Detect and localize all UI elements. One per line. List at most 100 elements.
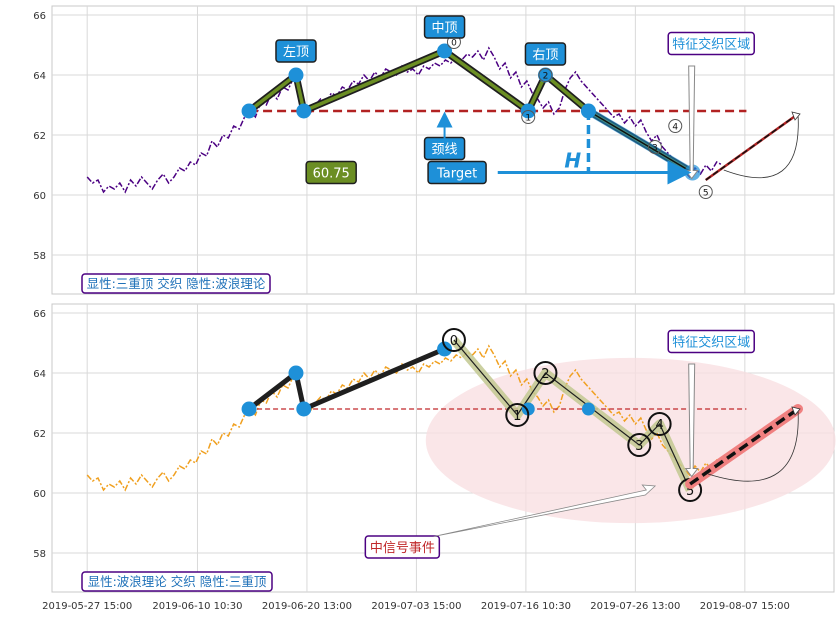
x-tick-label: 2019-05-27 15:00 (42, 601, 132, 612)
top-pattern-marker (296, 103, 312, 119)
bottom-pattern-marker (288, 365, 304, 381)
top-projection-curve (723, 113, 799, 179)
bottom-pattern-marker (581, 402, 595, 416)
x-tick-label: 2019-06-10 10:30 (152, 601, 242, 612)
bottom-projection-line (689, 407, 799, 486)
top-wave-label: 4 (672, 123, 678, 133)
top-projection-line (705, 113, 799, 181)
top-annotation-right_top-text: 右顶 (532, 48, 558, 63)
top-wave-circle (698, 185, 713, 199)
top-wave-point-1: 1 (521, 110, 536, 124)
top-annotation-left_top-box (275, 39, 317, 63)
bottom-y-tick-label: 64 (33, 369, 46, 380)
top-pattern-marker (241, 103, 257, 119)
top-annotation-target_value-text: 60.75 (313, 167, 350, 182)
top-annotation-target_value: 60.75 (305, 160, 357, 185)
top-wave-label: 0 (451, 39, 457, 49)
top-annotation-target_label-box (427, 160, 487, 185)
bottom-caption-box (81, 571, 273, 592)
top-annotation-middle_top: 中顶 (423, 15, 466, 39)
top-y-tick-label: 60 (33, 191, 46, 202)
top-wave-label: 1 (525, 114, 531, 124)
top-wave-circle (538, 68, 553, 82)
x-tick-label: 2019-08-07 15:00 (700, 601, 790, 612)
bottom-wave-label: 2 (541, 367, 549, 382)
bottom-wave-circle (647, 412, 672, 436)
top-annotation-target_value-box (305, 160, 357, 185)
top-annotation-neckline_label-text: 颈线 (432, 143, 458, 158)
bottom-y-tick-label: 62 (33, 429, 46, 440)
bottom-wave-circle (505, 403, 530, 427)
top-annotation-right_top-box (524, 42, 567, 66)
bottom-wave-point-0: 0 (441, 328, 466, 352)
bottom-wave-circle (441, 328, 466, 352)
bottom-pattern-marker (437, 341, 453, 357)
bottom-pattern-outline (247, 346, 446, 412)
bottom-annotation-zone_label-box (667, 329, 755, 354)
bottom-wave-circle (533, 361, 558, 385)
top-pattern-marker (437, 43, 453, 59)
top-caption: 显性:三重顶 交织 隐性:波浪理论 (81, 273, 271, 294)
top-annotation-zone_label: 特征交织区域 (667, 31, 755, 56)
top-wave-label: 3 (652, 144, 658, 154)
bottom-pattern-marker (521, 402, 535, 416)
bottom-annotation-signal_label: 中信号事件 (364, 535, 441, 559)
bottom-pattern-marker (296, 401, 312, 417)
top-annotation-middle_top-text: 中顶 (432, 21, 458, 36)
top-annotation-right_top: 右顶 (524, 42, 567, 66)
top-y-tick-label: 58 (33, 251, 46, 262)
bottom-annotation-zone_label: 特征交织区域 (667, 329, 755, 354)
top-wave-point-3: 3 (647, 140, 662, 154)
top-annotation-height_label: H (564, 149, 581, 173)
top-annotation-middle_top-box (423, 15, 466, 39)
top-wave-circle (521, 110, 536, 124)
top-annotation-target_label: Target (427, 160, 487, 185)
x-tick-label: 2019-07-26 13:00 (590, 601, 680, 612)
top-wave-point-2: 2 (538, 68, 553, 82)
bottom-y-tick-label: 58 (33, 549, 46, 560)
top-annotation-left_top-text: 左顶 (283, 45, 309, 60)
bottom-pattern-marker (241, 401, 257, 417)
top-annotation-left_top: 左顶 (275, 39, 317, 63)
bottom-wave-label: 4 (655, 418, 663, 433)
top-caption-text: 显性:三重顶 交织 隐性:波浪理论 (87, 276, 266, 291)
top-wave-point-5: 5 (698, 185, 713, 199)
bottom-zone-arrow (684, 363, 699, 478)
bottom-wave-label: 1 (513, 409, 521, 424)
bottom-annotation-signal_label-text: 中信号事件 (370, 541, 435, 556)
top-wave-label: 2 (543, 72, 549, 82)
top-wave-circle (668, 119, 683, 133)
bottom-projection-curve (707, 408, 799, 482)
bottom-y-tick-label: 66 (33, 309, 46, 320)
top-caption-box (81, 273, 271, 294)
top-annotation-zone_label-text: 特征交织区域 (672, 37, 750, 53)
bottom-wave-point-2: 2 (533, 361, 558, 385)
bottom-y-tick-label: 60 (33, 489, 46, 500)
top-annotation-neckline_label: 颈线 (423, 136, 466, 161)
bottom-caption: 显性:波浪理论 交织 隐性:三重顶 (81, 571, 273, 592)
top-annotation-target_label-text: Target (436, 167, 477, 182)
bottom-annotation-signal_label-box (364, 535, 441, 559)
top-annotation-zone_label-box (667, 31, 755, 56)
x-tick-label: 2019-07-03 15:00 (371, 601, 461, 612)
top-y-tick-label: 64 (33, 71, 46, 82)
bottom-wave-label: 3 (635, 439, 643, 454)
top-wave-label: 5 (703, 189, 709, 199)
top-y-tick-label: 62 (33, 131, 46, 142)
x-tick-label: 2019-07-16 10:30 (481, 601, 571, 612)
top-wave-circle (647, 140, 662, 154)
bottom-wave-point-3: 3 (627, 433, 652, 457)
top-projection-arrowhead (791, 111, 801, 121)
bottom-annotation-zone_label-text: 特征交织区域 (672, 335, 750, 351)
bottom-wave-point-1: 1 (505, 403, 530, 427)
bottom-caption-text: 显性:波浪理论 交织 隐性:三重顶 (88, 574, 267, 589)
bottom-wave-circle (627, 433, 652, 457)
top-pattern-marker (288, 67, 304, 83)
x-tick-label: 2019-06-20 13:00 (262, 601, 352, 612)
top-y-tick-label: 66 (33, 11, 46, 22)
top-pattern-marker (537, 67, 553, 83)
bottom-signal-arrow (433, 484, 657, 537)
top-wave-point-4: 4 (668, 119, 683, 133)
